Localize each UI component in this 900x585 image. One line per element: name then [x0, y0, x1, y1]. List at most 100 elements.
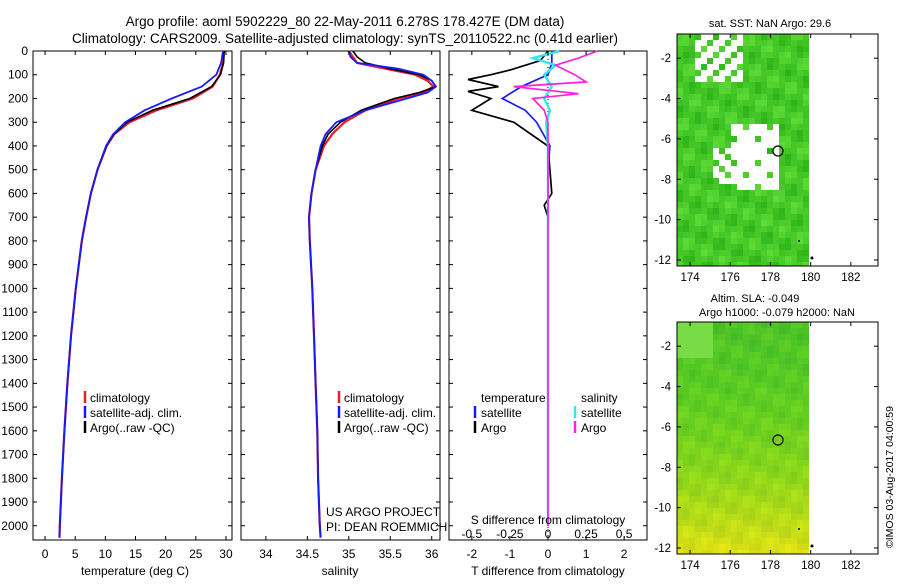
map-cell [677, 538, 683, 544]
map-cell [737, 412, 743, 418]
map-cell [677, 388, 683, 394]
map-cell [791, 412, 797, 418]
map-cell [689, 340, 695, 346]
map-cell [803, 520, 809, 526]
map-cell [779, 460, 785, 466]
map-cell [707, 202, 713, 208]
map-cell [797, 412, 803, 418]
map-cell [707, 220, 713, 226]
map-cell [695, 334, 701, 340]
map-cell [761, 184, 767, 190]
map-cell [731, 424, 737, 430]
map-cell [701, 442, 707, 448]
map-cell [731, 508, 737, 514]
map-cell [737, 418, 743, 424]
map-cell [773, 478, 779, 484]
map-cell [797, 478, 803, 484]
map-cell [713, 526, 719, 532]
map-x-tick-label: 176 [721, 272, 740, 284]
map-cell [677, 46, 683, 52]
map-cell [773, 448, 779, 454]
map-cell [689, 250, 695, 256]
map-cell [713, 244, 719, 250]
map-cell [713, 544, 719, 550]
map-cell [713, 496, 719, 502]
map-cell [803, 184, 809, 190]
map-cell [713, 508, 719, 514]
map-cell [761, 430, 767, 436]
map-cell [713, 538, 719, 544]
map-cell [701, 436, 707, 442]
map-cell [761, 514, 767, 520]
map-cell [695, 424, 701, 430]
map-cell [719, 328, 725, 334]
map-cell [719, 130, 725, 136]
map-cell [737, 220, 743, 226]
map-cell [725, 478, 731, 484]
map-cell [725, 46, 731, 52]
map-cell [719, 454, 725, 460]
map-cell [761, 238, 767, 244]
map-cell [797, 400, 803, 406]
map-cell [749, 382, 755, 388]
map-cell [785, 178, 791, 184]
map-cell [731, 118, 737, 124]
map-cell [785, 346, 791, 352]
map-cell [791, 154, 797, 160]
map-cell [755, 502, 761, 508]
map-cell [785, 532, 791, 538]
map-cell [737, 352, 743, 358]
map-cell [725, 178, 731, 184]
map-cell [719, 520, 725, 526]
map-cell [677, 508, 683, 514]
map-cell [713, 238, 719, 244]
map-cell [707, 472, 713, 478]
map-cell [791, 454, 797, 460]
map-cell [755, 388, 761, 394]
map-cell [797, 142, 803, 148]
map-cell [755, 514, 761, 520]
map-cell [791, 184, 797, 190]
map-cell [701, 496, 707, 502]
map-cell [737, 424, 743, 430]
map-cell [725, 262, 731, 266]
salinity-x-tick-label: 34.5 [296, 547, 320, 561]
map-cell [755, 160, 761, 166]
map-cell [695, 46, 701, 52]
map-cell [767, 466, 773, 472]
map-cell [779, 352, 785, 358]
map-cell [725, 436, 731, 442]
map-cell [803, 214, 809, 220]
map-cell [701, 148, 707, 154]
map-cell [713, 388, 719, 394]
map-cell [719, 70, 725, 76]
map-cell [773, 154, 779, 160]
map-cell [749, 352, 755, 358]
map-cell [743, 166, 749, 172]
map-cell [719, 460, 725, 466]
map-cell [767, 94, 773, 100]
map-cell [749, 208, 755, 214]
map-cell [791, 436, 797, 442]
map-cell [725, 538, 731, 544]
salinity-x-tick-label: 35 [342, 547, 356, 561]
map-cell [701, 340, 707, 346]
map-cell [743, 550, 749, 554]
map-cell [689, 388, 695, 394]
map-cell [683, 502, 689, 508]
map-cell [737, 382, 743, 388]
map-cell [677, 130, 683, 136]
map-cell [701, 370, 707, 376]
difference-ticks: -2 -1 0 1 2-0.5 -0.25 0 0.25 0.5 [462, 51, 633, 561]
map-cell [797, 262, 803, 266]
map-cell [773, 220, 779, 226]
map-cell [785, 508, 791, 514]
map-cell [731, 520, 737, 526]
map-cell [779, 448, 785, 454]
map-cell [755, 340, 761, 346]
map-cell [779, 382, 785, 388]
map-cell [695, 232, 701, 238]
map-cell [785, 424, 791, 430]
map-cell [737, 208, 743, 214]
map-cell [719, 190, 725, 196]
